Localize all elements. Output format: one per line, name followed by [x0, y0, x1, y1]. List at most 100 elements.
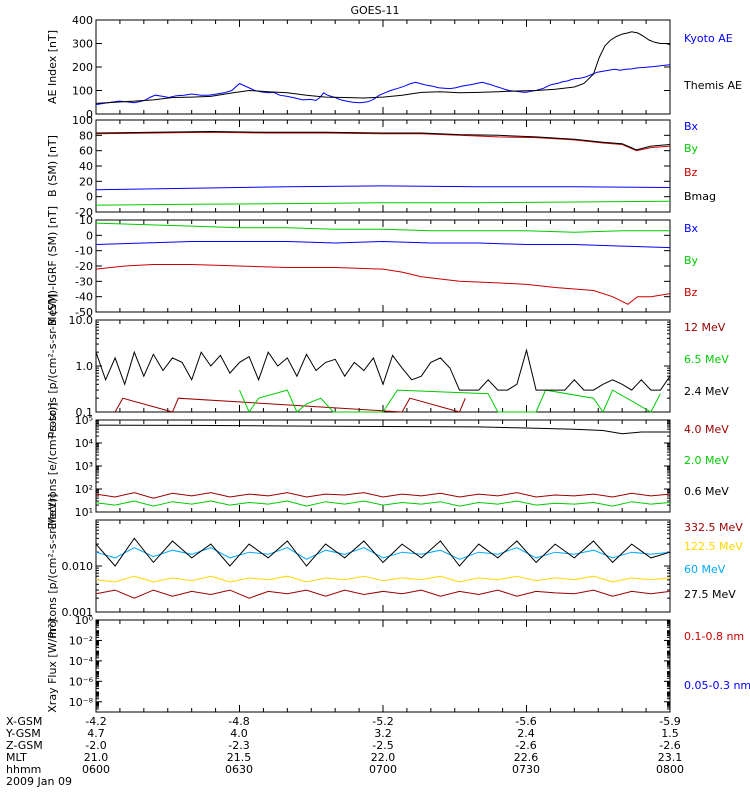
panel-5-ylabel: Electrons [e/(cm²-s-sr)] — [46, 402, 59, 529]
series-line-bmag — [95, 130, 671, 151]
footer-value: -4.8 — [228, 715, 249, 728]
series-line-bx — [95, 185, 671, 191]
series-line-bz — [95, 131, 671, 152]
ytick-label: 10⁻² — [69, 634, 93, 647]
footer-value: 22.0 — [371, 751, 396, 764]
ytick-label: 0.1 — [76, 406, 94, 419]
ytick-label: -10 — [75, 245, 93, 258]
series-line-122-5-mev — [95, 575, 671, 583]
ytick-label: 10.0 — [69, 314, 94, 327]
footer-value: 22.6 — [514, 751, 539, 764]
ytick-label: -50 — [75, 306, 93, 319]
legend-bz: Bz — [684, 286, 698, 299]
series-line-0-6-mev — [95, 424, 670, 435]
ytick-label: 0.001 — [62, 606, 94, 619]
legend-0-05-0-3-nm: 0.05-0.3 nm — [684, 679, 750, 692]
ytick-label: 10 — [79, 214, 93, 227]
series-line-332-5-mev — [95, 589, 671, 599]
series-line-bz — [95, 264, 671, 305]
ytick-label: 400 — [72, 14, 93, 27]
footer-value: 0700 — [369, 763, 397, 776]
footer-value: 0800 — [656, 763, 684, 776]
ytick-label: 10⁴ — [75, 437, 94, 450]
ytick-label: -20 — [75, 260, 93, 273]
chart-title: GOES-11 — [350, 4, 399, 17]
ytick-label: 0 — [86, 229, 93, 242]
footer-value: 0600 — [82, 763, 110, 776]
legend-332-5-mev: 332.5 MeV — [684, 521, 743, 534]
series-line-27-5-mev — [95, 537, 671, 567]
footer-date: 2009 Jan 09 — [6, 775, 72, 788]
legend-12-mev: 12 MeV — [684, 321, 726, 334]
footer-value: 4.7 — [87, 727, 105, 740]
legend-2-0-mev: 2.0 MeV — [684, 454, 729, 467]
series-line-6-5-mev — [239, 389, 661, 414]
ytick-label: 20 — [79, 175, 93, 188]
footer-value: -2.6 — [515, 739, 536, 752]
ytick-label: 10⁵ — [75, 414, 93, 427]
ytick-label: 0 — [86, 191, 93, 204]
legend-themis-ae: Themis AE — [683, 79, 742, 92]
footer-value: 0730 — [512, 763, 540, 776]
legend-6-5-mev: 6.5 MeV — [684, 353, 729, 366]
legend-2-4-mev: 2.4 MeV — [684, 385, 729, 398]
footer-value: 21.0 — [84, 751, 109, 764]
legend-60-mev: 60 MeV — [684, 563, 726, 576]
footer-value: 21.5 — [227, 751, 252, 764]
legend-bz: Bz — [684, 166, 698, 179]
footer-value: 2.4 — [517, 727, 535, 740]
series-line-12-mev — [114, 397, 466, 413]
footer-value: -5.6 — [515, 715, 536, 728]
footer-value: -4.2 — [85, 715, 106, 728]
ytick-label: 80 — [79, 129, 93, 142]
ytick-label: 100 — [72, 114, 93, 127]
ytick-label: 10⁻⁴ — [69, 655, 94, 668]
ytick-label: -30 — [75, 275, 93, 288]
panel-7-ylabel: Xray Flux [W/m²] — [46, 619, 59, 712]
footer-label-mlt: MLT — [6, 751, 27, 764]
footer-value: 3.2 — [374, 727, 392, 740]
legend-bx: Bx — [684, 120, 699, 133]
panel-1-ylabel: AE Index [nT] — [46, 30, 59, 104]
footer-label-hhmm: hhmm — [6, 763, 41, 776]
panel-6-ylabel: Protons [p/(cm²-s-sr-MeV)] — [46, 494, 59, 639]
series-line-4-0-mev — [95, 492, 671, 499]
legend-by: By — [684, 142, 699, 155]
footer-label-z-gsm: Z-GSM — [6, 739, 43, 752]
ytick-label: 0 — [86, 108, 93, 121]
footer-value: -2.0 — [85, 739, 106, 752]
legend-kyoto-ae: Kyoto AE — [684, 32, 733, 45]
series-line-2-0-mev — [95, 500, 671, 507]
series-line-themis-ae — [95, 31, 671, 104]
ytick-label: 10¹ — [75, 506, 93, 519]
legend-122-5-mev: 122.5 MeV — [684, 540, 743, 553]
footer-label-x-gsm: X-GSM — [6, 715, 42, 728]
footer-value: -2.5 — [372, 739, 393, 752]
series-line-bx — [95, 240, 671, 249]
ytick-label: 1.0 — [76, 360, 94, 373]
panel-7-frame — [95, 619, 671, 713]
panel-3-frame — [95, 219, 671, 313]
footer-value: 4.0 — [230, 727, 248, 740]
ytick-label: 10² — [75, 483, 93, 496]
footer-value: 0630 — [225, 763, 253, 776]
series-line-2-4-mev — [95, 348, 671, 391]
footer-value: -5.2 — [372, 715, 393, 728]
legend-bmag: Bmag — [684, 190, 716, 203]
ytick-label: 60 — [79, 145, 93, 158]
panel-4-ylabel: Protons [p/(cm²-s-sr-MeV)] — [46, 294, 59, 439]
ytick-label: 10⁻⁶ — [69, 675, 94, 688]
legend-0-6-mev: 0.6 MeV — [684, 485, 729, 498]
footer-value: -2.6 — [659, 739, 680, 752]
ytick-label: 200 — [72, 61, 93, 74]
legend-27-5-mev: 27.5 MeV — [684, 588, 736, 601]
ytick-label: -40 — [75, 291, 93, 304]
legend-0-1-0-8-nm: 0.1-0.8 nm — [684, 630, 744, 643]
ytick-label: 40 — [79, 160, 93, 173]
panel-5-frame — [95, 419, 671, 513]
panel-2-ylabel: B (SM) [nT] — [46, 135, 59, 197]
panel-6-frame — [95, 519, 671, 613]
series-line-60-mev — [95, 547, 671, 560]
ytick-label: 10⁰ — [75, 614, 94, 627]
